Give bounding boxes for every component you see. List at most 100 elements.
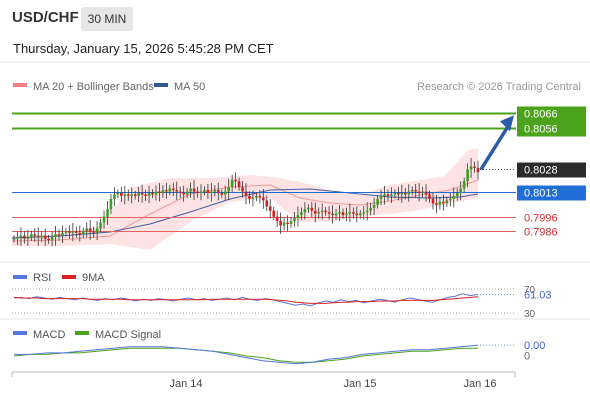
candle-body	[462, 181, 466, 189]
candle-body	[237, 181, 241, 188]
candle-body	[81, 231, 85, 235]
candle-body	[36, 235, 40, 238]
candle-body	[303, 209, 307, 213]
candle-body	[133, 194, 137, 196]
candle-body	[154, 191, 158, 195]
candle-body	[400, 193, 404, 195]
candle-body	[234, 179, 237, 182]
pivot-level-box	[517, 185, 586, 201]
candle-body	[43, 235, 47, 239]
candle-body	[213, 190, 217, 192]
forecast-arrow-shaft	[479, 122, 512, 171]
datetime-label: Thursday, January 15, 2026 5:45:28 PM CE…	[13, 41, 274, 56]
candle-body	[307, 207, 310, 210]
macd-panel: 00.00	[13, 340, 545, 365]
macd-current-label: 0.00	[524, 340, 545, 352]
candle-body	[275, 216, 279, 222]
candle-body	[196, 191, 199, 193]
x-tick-label: Jan 16	[463, 378, 496, 390]
candle-body	[216, 190, 220, 193]
legend-label-macd-signal: MACD Signal	[95, 329, 161, 341]
candle-body	[199, 191, 203, 193]
candle-body	[192, 188, 196, 192]
candle-body	[241, 187, 244, 192]
candle-body	[279, 221, 282, 226]
candle-body	[296, 215, 300, 219]
candle-body	[120, 193, 123, 196]
legend-swatch-rsi	[13, 275, 27, 279]
x-axis: Jan 14 Jan 15 Jan 16	[11, 372, 516, 390]
candle-body	[421, 191, 424, 193]
candle-body	[95, 228, 99, 233]
candle-body	[165, 190, 168, 192]
candle-body	[313, 210, 317, 214]
candle-body	[85, 228, 89, 232]
macd-tick-label: 0	[524, 350, 530, 362]
candle-body	[383, 194, 386, 196]
candle-body	[320, 210, 324, 213]
candle-body	[227, 187, 230, 192]
candle-body	[71, 231, 75, 233]
pivot-level-label: 0.8013	[524, 188, 558, 200]
candle-body	[175, 190, 179, 192]
candle-body	[206, 190, 210, 193]
candle-body	[265, 200, 269, 207]
candle-body	[189, 188, 192, 192]
candle-body	[469, 166, 473, 170]
candle-body	[244, 191, 248, 196]
candle-body	[99, 222, 102, 229]
candle-body	[137, 193, 140, 196]
candle-body	[355, 213, 359, 216]
candle-body	[19, 235, 23, 238]
candle-body	[140, 193, 144, 195]
rsi-panel: 70 30 61.03	[12, 285, 552, 320]
candle-body	[102, 216, 106, 223]
candle-body	[61, 232, 64, 236]
candle-body	[123, 194, 127, 196]
candle-body	[57, 234, 61, 236]
candle-body	[417, 191, 421, 193]
candle-body	[26, 237, 30, 239]
candle-body	[445, 200, 449, 204]
candle-body	[33, 234, 37, 236]
candle-body	[331, 213, 334, 216]
candle-body	[223, 191, 227, 195]
candle-body	[442, 201, 445, 204]
candle-body	[54, 234, 57, 238]
candle-body	[272, 210, 276, 217]
candle-body	[268, 206, 272, 211]
candle-body	[116, 193, 120, 195]
candle-body	[251, 197, 255, 199]
candle-body	[255, 195, 258, 198]
candle-body	[30, 234, 33, 238]
candle-body	[64, 231, 68, 233]
candle-body	[230, 179, 234, 188]
candle-body	[438, 201, 442, 205]
candle-body	[448, 198, 452, 201]
rsi-tick-label: 30	[524, 309, 536, 320]
candle-body	[369, 207, 372, 211]
candle-body	[452, 195, 456, 199]
candle-body	[286, 222, 289, 224]
support-level-label: 0.7996	[524, 213, 558, 225]
candle-body	[210, 191, 213, 193]
candle-body	[414, 190, 417, 192]
candle-body	[293, 218, 296, 222]
candle-body	[310, 207, 314, 211]
symbol-title: USD/CHF	[12, 9, 79, 26]
macd-line	[14, 344, 479, 365]
candle-body	[352, 212, 355, 214]
candle-body	[317, 212, 321, 214]
x-tick-label: Jan 15	[343, 378, 376, 390]
candle-body	[282, 222, 286, 226]
timeframe-badge[interactable]: 30 MIN	[81, 7, 133, 31]
candle-body	[410, 190, 414, 192]
candle-body	[258, 195, 262, 198]
candle-body	[289, 221, 293, 224]
candle-body	[372, 204, 376, 208]
last-price-label: 0.8028	[524, 165, 558, 177]
candle-body	[158, 191, 161, 193]
candle-body	[178, 191, 182, 193]
candle-body	[431, 198, 435, 204]
